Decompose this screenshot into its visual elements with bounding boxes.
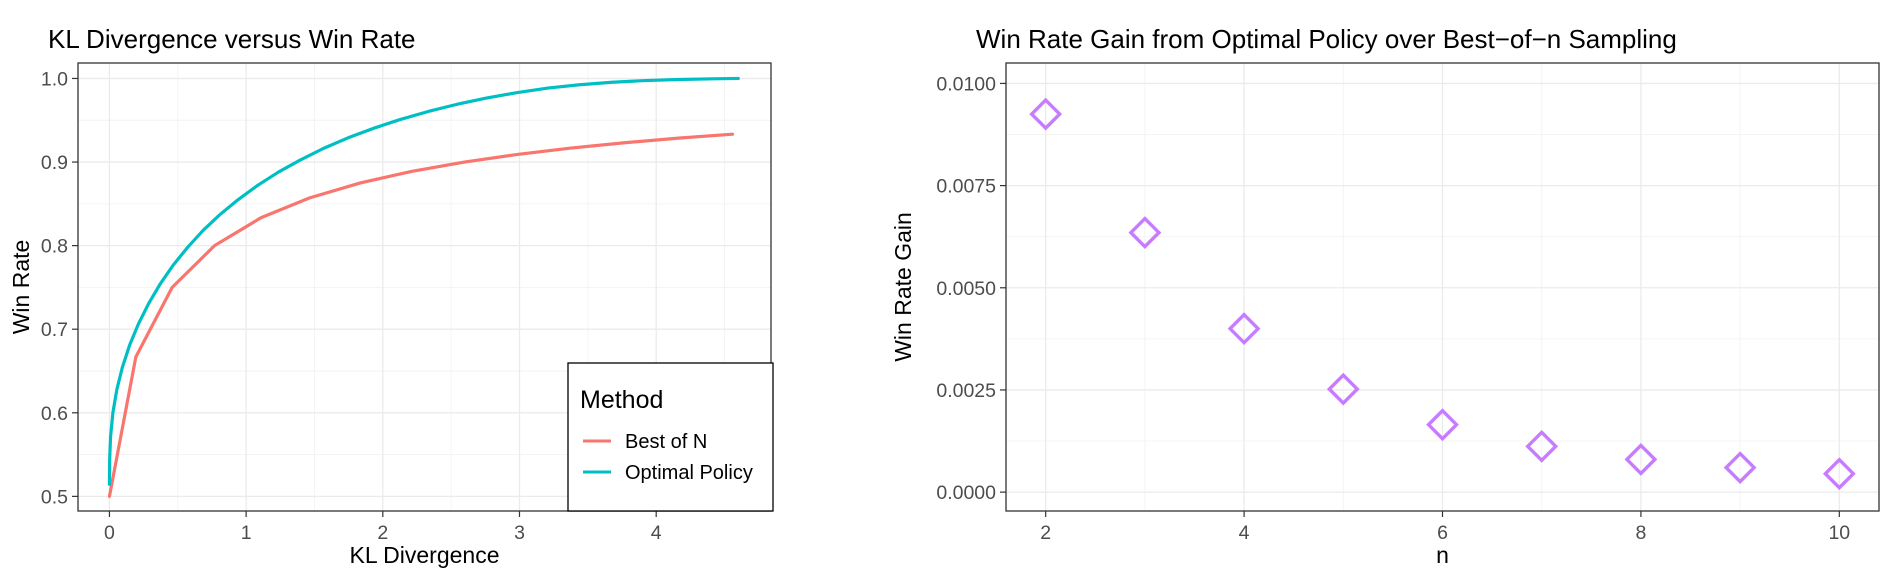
right-gridlines: [1006, 63, 1879, 511]
left-x-tick-label: 1: [241, 522, 252, 544]
left-y-tick-label: 0.7: [41, 319, 68, 341]
scatter-point: [1029, 97, 1063, 131]
scatter-point: [1525, 429, 1559, 463]
right-x-tick-label: 10: [1828, 522, 1850, 544]
right-axis-ticks: 2 4 6 8 10 0.0000 0.0025 0.0050 0.0075 0.0100: [936, 73, 1850, 544]
legend-label-best-of-n: Best of N: [625, 431, 707, 453]
right-y-tick-label: 0.0025: [936, 380, 996, 402]
right-x-tick-label: 8: [1635, 522, 1646, 544]
left-x-tick-label: 4: [651, 522, 662, 544]
kl-divergence-chart: 0 1 2 3 4 0.5 0.6 0.7 0.8 0.9 1.0 KL Divergence ve…: [8, 24, 774, 568]
right-y-axis-label: Win Rate Gain: [890, 212, 916, 362]
left-chart-title: KL Divergence versus Win Rate: [48, 24, 416, 54]
left-gridlines: [78, 63, 771, 511]
right-y-tick-label: 0.0050: [936, 278, 996, 300]
right-y-tick-label: 0.0075: [936, 176, 996, 198]
left-x-tick-label: 2: [377, 522, 388, 544]
scatter-point: [1227, 312, 1261, 346]
series-line-best-of-n: [107, 132, 735, 498]
left-x-tick-label: 3: [514, 522, 525, 544]
right-y-tick-label: 0.0100: [936, 73, 996, 95]
right-x-tick-label: 2: [1040, 522, 1051, 544]
right-y-tick-label: 0.0000: [936, 482, 996, 504]
right-x-tick-label: 6: [1437, 522, 1448, 544]
left-y-tick-label: 0.6: [41, 403, 68, 425]
right-x-tick-label: 4: [1239, 522, 1250, 544]
right-chart-title: Win Rate Gain from Optimal Policy over B…: [976, 24, 1677, 54]
left-y-tick-label: 1.0: [41, 68, 68, 90]
scatter-point: [1426, 408, 1459, 442]
left-y-axis-label: Win Rate: [8, 240, 34, 335]
left-y-tick-label: 0.9: [41, 152, 68, 174]
legend-box: [567, 362, 774, 512]
scatter-point: [1624, 443, 1658, 476]
series-line-optimal-policy: [107, 76, 740, 486]
scatter-point: [1723, 451, 1757, 485]
right-x-axis-label: n: [1436, 542, 1449, 568]
right-scatter-points: [1029, 97, 1856, 491]
left-y-tick-label: 0.5: [41, 486, 68, 508]
left-axis-ticks: 0 1 2 3 4 0.5 0.6 0.7 0.8 0.9 1.0: [41, 68, 662, 544]
left-x-axis-label: KL Divergence: [349, 542, 499, 568]
scatter-point: [1822, 457, 1856, 491]
left-panel-border: [77, 62, 772, 512]
left-y-tick-label: 0.8: [41, 236, 68, 258]
scatter-point: [1128, 216, 1162, 250]
win-rate-gain-chart: 2 4 6 8 10 0.0000 0.0025 0.0050 0.0075 0.0100 Win…: [890, 24, 1880, 568]
legend: Method Best of N Optimal Policy: [567, 362, 774, 512]
left-x-tick-label: 0: [104, 522, 115, 544]
left-series-lines: [107, 76, 740, 498]
legend-label-optimal-policy: Optimal Policy: [625, 462, 753, 484]
scatter-point: [1326, 372, 1360, 406]
legend-title: Method: [580, 386, 663, 414]
